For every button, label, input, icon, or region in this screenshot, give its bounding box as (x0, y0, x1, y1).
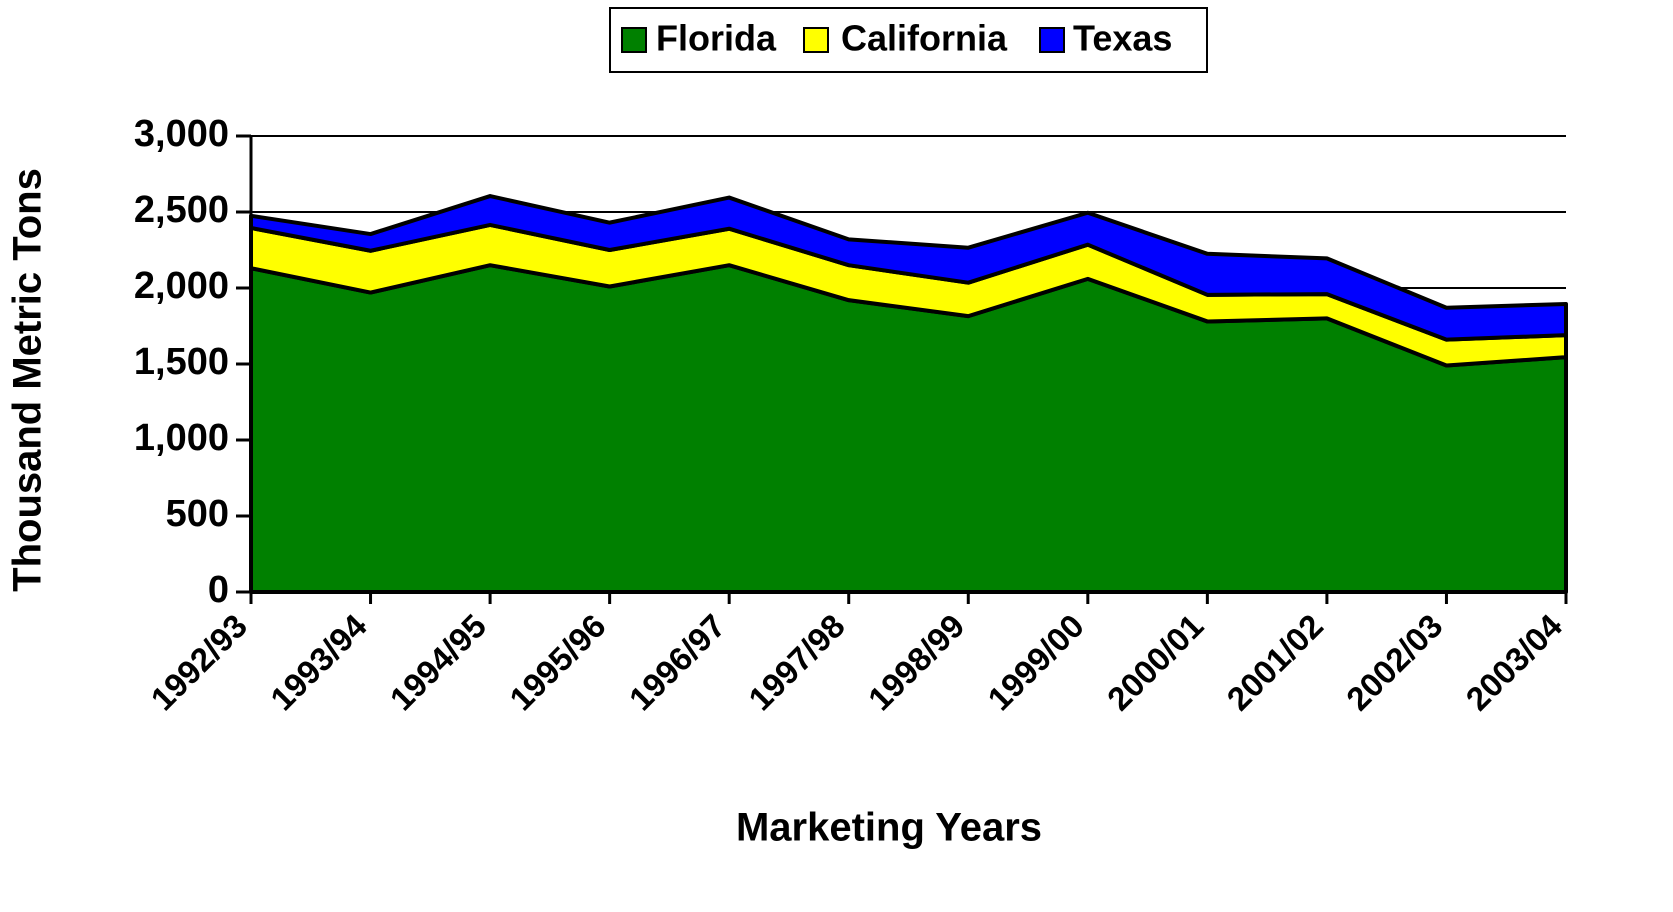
x-tick-label: 2002/03 (1339, 607, 1450, 718)
x-tick-label: 1994/95 (383, 607, 494, 718)
y-tick-label: 500 (166, 493, 229, 535)
x-tick-label: 2001/02 (1220, 607, 1331, 718)
legend-swatch (1039, 27, 1065, 53)
x-tick-label: 2000/01 (1100, 607, 1211, 718)
x-tick-label: 2003/04 (1459, 607, 1570, 718)
x-tick-label: 1996/97 (622, 607, 733, 718)
x-tick-label: 1999/00 (980, 607, 1091, 718)
x-tick-label: 1995/96 (502, 607, 613, 718)
y-axis-title: Thousand Metric Tons (6, 168, 50, 592)
y-tick-label: 1,500 (134, 341, 229, 383)
y-tick-label: 2,500 (134, 189, 229, 231)
x-tick-label: 1993/94 (263, 607, 374, 718)
y-tick-label: 1,000 (134, 417, 229, 459)
legend-box (609, 7, 1208, 73)
x-axis-title: Marketing Years (736, 806, 1042, 850)
legend-label: California (841, 18, 1008, 59)
area (249, 194, 1568, 342)
x-tick-label: 1998/99 (861, 607, 972, 718)
y-tick-label: 3,000 (134, 113, 229, 155)
legend-swatch (621, 27, 647, 53)
legend-label: Florida (656, 18, 777, 59)
legend-swatch (803, 27, 829, 53)
legend-label: Texas (1073, 18, 1172, 59)
x-tick-label: 1992/93 (144, 607, 255, 718)
y-tick-label: 2,000 (134, 265, 229, 307)
y-tick-label: 0 (208, 569, 229, 611)
x-tick-label: 1997/98 (741, 607, 852, 718)
